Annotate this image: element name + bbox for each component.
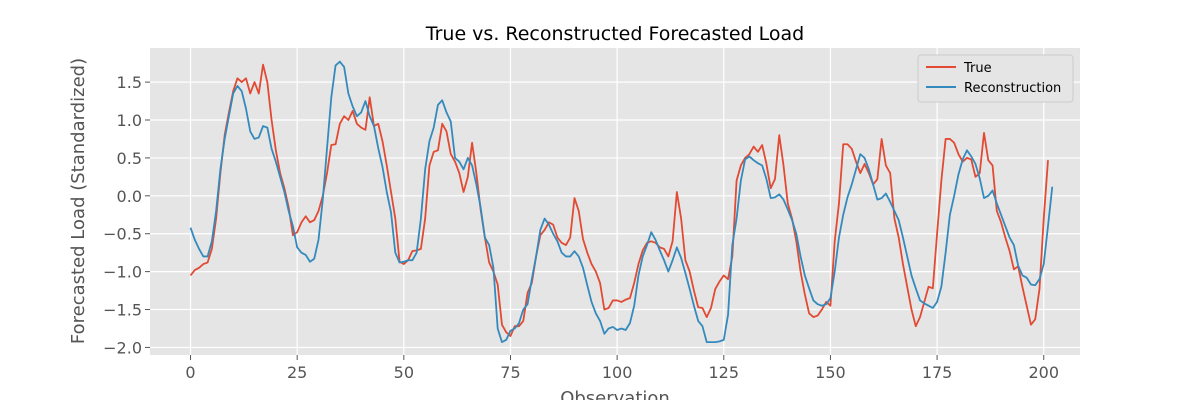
y-tick-label: −2.0 [103, 338, 142, 357]
x-tick-label: 150 [815, 363, 846, 382]
series-line-reconstruction [189, 60, 1054, 344]
x-tick-label: 0 [185, 363, 195, 382]
x-tick-label: 175 [922, 363, 953, 382]
series-line-true [189, 63, 1049, 337]
legend: True Reconstruction [917, 54, 1074, 103]
y-axis-title: Forecasted Load (Standardized) [68, 58, 89, 344]
y-gridlines [145, 81, 1080, 349]
x-axis-title: Observation [560, 388, 670, 400]
y-tick-label: −0.5 [103, 225, 142, 244]
y-tick-label: 0.0 [117, 187, 142, 206]
x-tick-label: 125 [709, 363, 740, 382]
x-tick-label: 200 [1028, 363, 1059, 382]
y-tick-label: −1.5 [103, 301, 142, 320]
legend-box [917, 54, 1074, 103]
x-tick-label: 50 [394, 363, 414, 382]
y-tick-label: 1.0 [117, 111, 142, 130]
y-tick-label: 0.5 [117, 149, 142, 168]
y-tick-labels: −2.0 −1.5 −1.0 −0.5 0.0 0.5 1.0 1.5 [103, 73, 142, 357]
x-tick-label: 100 [602, 363, 633, 382]
legend-label-true: True [963, 61, 992, 76]
x-tick-labels: 0 25 50 75 100 125 150 175 200 [185, 363, 1059, 382]
chart-title: True vs. Reconstructed Forecasted Load [425, 23, 804, 45]
legend-label-reconstruction: Reconstruction [964, 81, 1061, 96]
x-tick-label: 75 [500, 363, 520, 382]
x-tick-label: 25 [287, 363, 307, 382]
x-gridlines [189, 48, 1045, 360]
y-tick-label: 1.5 [117, 73, 142, 92]
series-layer [189, 60, 1054, 344]
y-tick-label: −1.0 [103, 263, 142, 282]
